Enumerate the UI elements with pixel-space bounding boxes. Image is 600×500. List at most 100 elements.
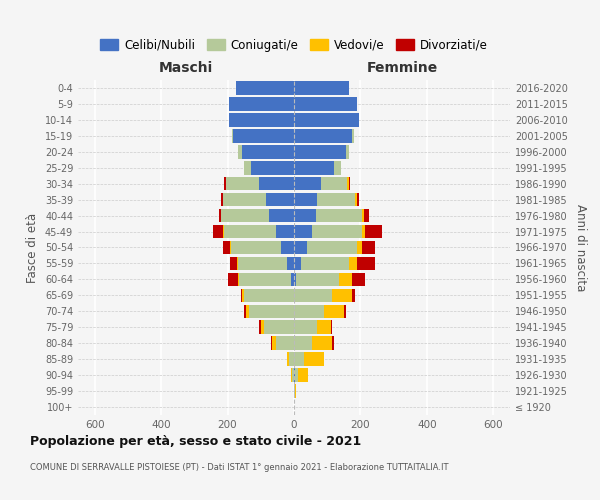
Bar: [213, 225, 223, 238]
Bar: [362, 225, 365, 238]
Bar: [223, 225, 224, 238]
Bar: [357, 240, 362, 254]
Bar: [230, 256, 236, 270]
Bar: [298, 368, 308, 382]
Text: Femmine: Femmine: [367, 61, 437, 75]
Bar: [346, 145, 349, 158]
Bar: [294, 193, 317, 206]
Bar: [246, 304, 249, 318]
Bar: [294, 288, 332, 302]
Bar: [294, 384, 295, 398]
Bar: [231, 240, 281, 254]
Bar: [221, 209, 269, 222]
Bar: [357, 256, 376, 270]
Bar: [264, 320, 294, 334]
Bar: [364, 209, 369, 222]
Bar: [223, 193, 266, 206]
Bar: [244, 304, 246, 318]
Bar: [294, 129, 352, 142]
Bar: [266, 193, 294, 206]
Bar: [349, 256, 357, 270]
Bar: [312, 336, 332, 350]
Bar: [259, 177, 294, 190]
Bar: [242, 145, 294, 158]
Bar: [236, 256, 238, 270]
Bar: [269, 209, 294, 222]
Y-axis label: Fasce di età: Fasce di età: [26, 212, 39, 282]
Bar: [331, 320, 332, 334]
Bar: [223, 240, 230, 254]
Bar: [276, 336, 294, 350]
Bar: [249, 304, 294, 318]
Bar: [224, 225, 276, 238]
Bar: [294, 209, 316, 222]
Bar: [238, 272, 239, 286]
Bar: [352, 129, 354, 142]
Bar: [344, 304, 346, 318]
Bar: [294, 352, 304, 366]
Bar: [362, 240, 376, 254]
Bar: [294, 145, 346, 158]
Bar: [294, 97, 357, 110]
Bar: [334, 161, 341, 174]
Bar: [294, 368, 295, 382]
Bar: [294, 240, 307, 254]
Bar: [242, 288, 244, 302]
Y-axis label: Anni di nascita: Anni di nascita: [574, 204, 587, 291]
Bar: [317, 193, 355, 206]
Bar: [261, 320, 264, 334]
Bar: [339, 272, 352, 286]
Text: Popolazione per età, sesso e stato civile - 2021: Popolazione per età, sesso e stato civil…: [30, 435, 361, 448]
Bar: [295, 368, 298, 382]
Bar: [233, 129, 294, 142]
Bar: [294, 113, 359, 126]
Bar: [296, 272, 339, 286]
Bar: [289, 352, 294, 366]
Bar: [301, 256, 349, 270]
Bar: [294, 177, 320, 190]
Bar: [281, 240, 294, 254]
Bar: [294, 256, 301, 270]
Bar: [272, 336, 276, 350]
Bar: [251, 161, 294, 174]
Bar: [238, 256, 287, 270]
Bar: [295, 384, 296, 398]
Bar: [241, 288, 242, 302]
Bar: [352, 288, 355, 302]
Bar: [324, 304, 344, 318]
Bar: [239, 272, 290, 286]
Bar: [219, 209, 221, 222]
Bar: [259, 320, 261, 334]
Bar: [221, 193, 223, 206]
Bar: [317, 320, 331, 334]
Bar: [230, 240, 231, 254]
Bar: [294, 272, 296, 286]
Bar: [287, 256, 294, 270]
Bar: [227, 272, 238, 286]
Bar: [352, 272, 365, 286]
Bar: [287, 352, 289, 366]
Bar: [290, 272, 294, 286]
Bar: [362, 209, 364, 222]
Bar: [271, 336, 272, 350]
Bar: [276, 225, 294, 238]
Bar: [294, 161, 334, 174]
Bar: [307, 240, 357, 254]
Bar: [238, 145, 242, 158]
Bar: [355, 193, 357, 206]
Bar: [244, 288, 294, 302]
Bar: [304, 352, 324, 366]
Bar: [236, 81, 294, 95]
Text: Maschi: Maschi: [159, 61, 213, 75]
Bar: [332, 288, 352, 302]
Bar: [294, 304, 324, 318]
Bar: [347, 177, 349, 190]
Bar: [294, 81, 349, 95]
Bar: [316, 209, 362, 222]
Bar: [226, 177, 259, 190]
Bar: [294, 320, 317, 334]
Bar: [224, 177, 226, 190]
Bar: [294, 336, 312, 350]
Legend: Celibi/Nubili, Coniugati/e, Vedovi/e, Divorziati/e: Celibi/Nubili, Coniugati/e, Vedovi/e, Di…: [95, 34, 493, 56]
Bar: [232, 129, 233, 142]
